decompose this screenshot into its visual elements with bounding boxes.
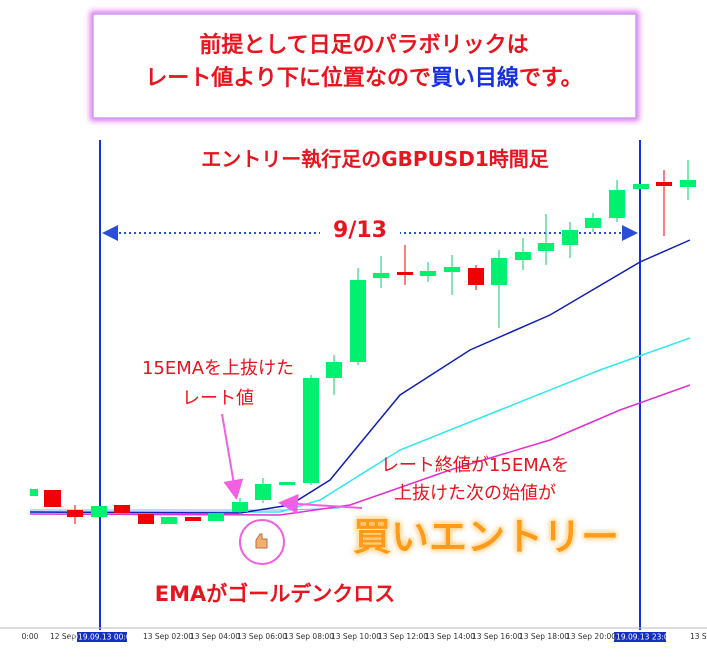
candle (397, 272, 413, 275)
time-label: 13 Sep 20:00 (566, 632, 616, 641)
candle (326, 362, 342, 378)
candle (91, 506, 107, 517)
candle (680, 180, 696, 187)
time-label: 2019.09.13 23:00 (607, 633, 674, 642)
candle (208, 513, 224, 521)
range-label: 9/13 (333, 218, 387, 243)
time-label: 13 Sep 06:00 (237, 632, 287, 641)
candle (656, 182, 672, 186)
candle (444, 267, 460, 272)
range-label-bg (320, 216, 400, 242)
candle (538, 243, 554, 251)
time-label: 13 Sep 18:00 (519, 632, 569, 641)
time-label: 13 Sep 02:00 (143, 632, 193, 641)
time-label: 13 Sep 08:00 (284, 632, 334, 641)
time-label: 13 Sep 12:00 (378, 632, 428, 641)
time-label: 13 Sep 14:00 (425, 632, 475, 641)
candle (303, 378, 319, 483)
annotation: 上抜けた次の始値が (394, 483, 556, 504)
time-label: 13 Sep 16:00 (472, 632, 522, 641)
chart-title: エントリー執行足のGBPUSD1時間足 (201, 147, 549, 171)
annotation: レート終値が15EMAを (381, 455, 569, 476)
candle (232, 502, 248, 512)
candle (420, 271, 436, 276)
header-box (92, 13, 637, 119)
candle (609, 190, 625, 218)
candles (30, 160, 696, 524)
annotation: EMAがゴールデンクロス (155, 582, 396, 606)
time-label: 13 Sep 04:00 (190, 632, 240, 641)
candle (515, 252, 531, 260)
entry-label: 買いエントリー (353, 515, 619, 559)
time-label: 12 Sep (50, 632, 76, 641)
candle (562, 230, 578, 245)
candle (633, 184, 649, 189)
pointer-arrow (221, 413, 244, 500)
thumb-icon (255, 533, 268, 549)
header-part: 買い目線 (431, 65, 519, 91)
annotation: レート値 (182, 388, 254, 409)
candle (185, 517, 201, 521)
candle (468, 268, 484, 285)
candle (67, 510, 83, 517)
candle (585, 218, 601, 228)
ema-cyan (30, 337, 691, 513)
time-highlight (77, 632, 127, 642)
candle (491, 258, 507, 285)
candle (161, 517, 177, 524)
header-line2: レート値より下に位置なので買い目線です。 (145, 65, 582, 91)
candle (44, 490, 61, 507)
candle (350, 280, 366, 362)
header-part: レート値より下に位置なので (145, 65, 431, 91)
pointer-arrow (278, 494, 363, 514)
candle (255, 484, 271, 500)
ema-blue (29, 239, 691, 514)
candle (138, 514, 154, 524)
candle (373, 273, 389, 278)
time-label: 0:00 (22, 632, 39, 641)
header-part: です。 (519, 66, 583, 91)
ema-magenta (29, 384, 691, 516)
cross-circle (239, 519, 285, 565)
time-highlight (614, 632, 666, 642)
candle (114, 505, 130, 513)
header-line1: 前提として日足のパラボリックは (199, 32, 528, 58)
time-label: 13 Sep 10:00 (331, 632, 381, 641)
time-label: 13 Sep 0 (690, 632, 707, 641)
annotation: 15EMAを上抜けた (142, 358, 294, 379)
candle (279, 482, 295, 485)
time-label: 2019.09.13 00:00 (69, 633, 136, 642)
candle (30, 489, 38, 496)
time-axis: 0:00 12 Sep 2019.09.13 00:00 2019.09.13 … (22, 632, 707, 642)
